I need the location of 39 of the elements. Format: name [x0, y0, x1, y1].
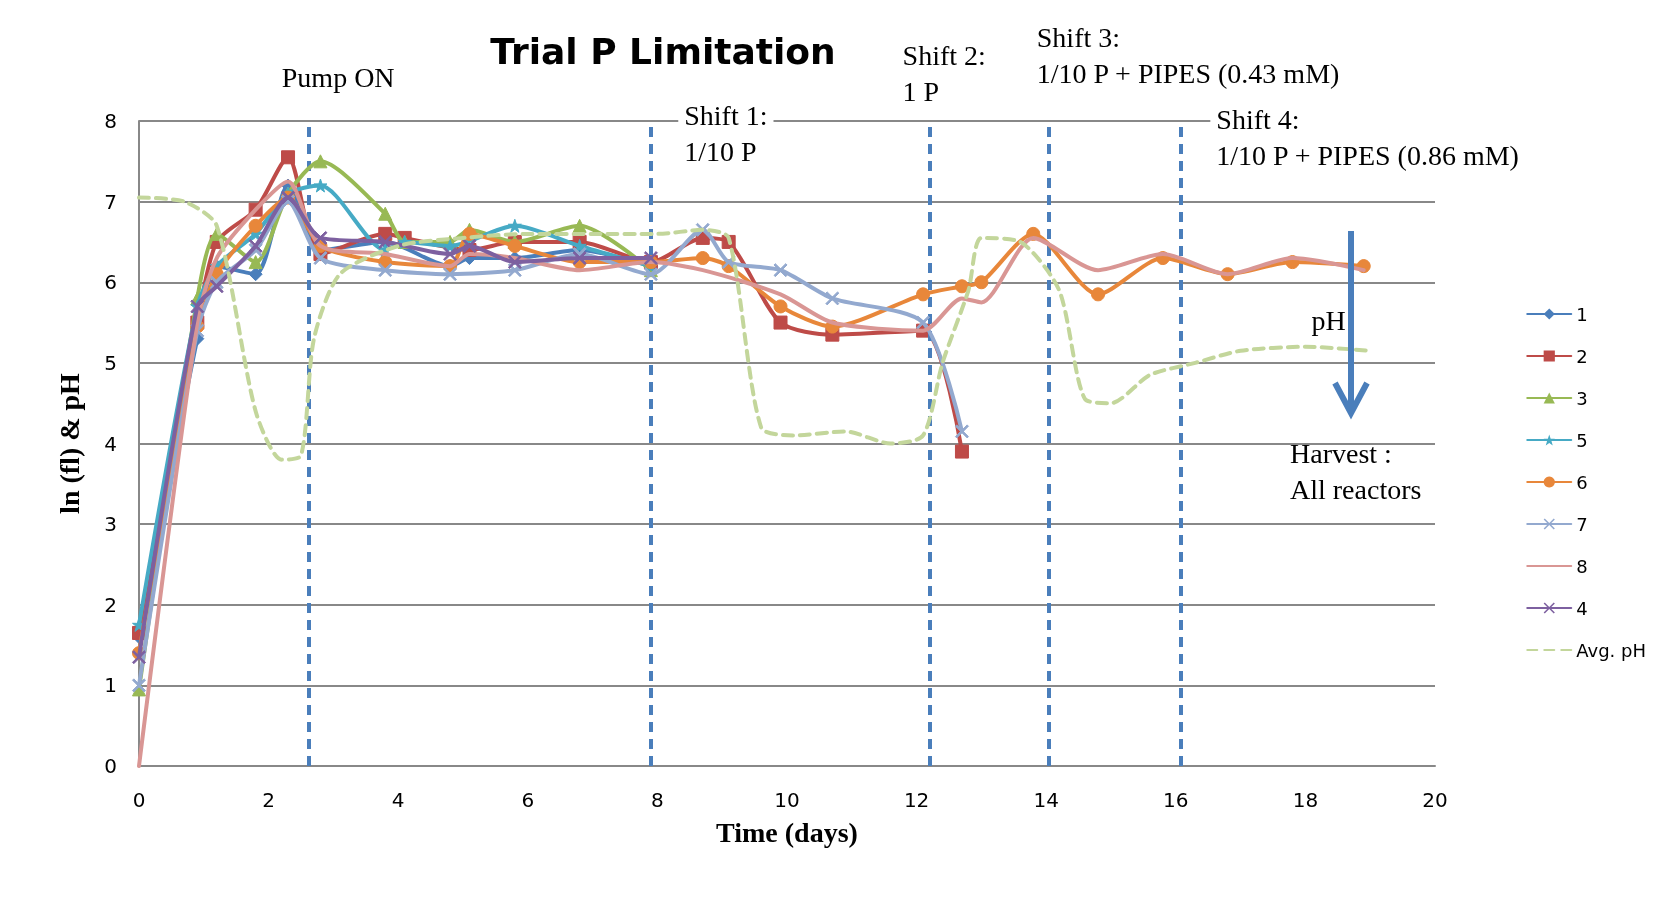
- annotation: Shift 4: 1/10 P + PIPES (0.86 mM): [1216, 103, 1519, 171]
- y-tick-label: 7: [104, 189, 117, 214]
- x-tick-label: 8: [651, 788, 664, 812]
- y-tick-label: 5: [104, 350, 117, 375]
- text: Shift 3: 1/10 P + PIPES (0.43 mM): [1036, 21, 1340, 89]
- y-tick-label: 6: [104, 270, 117, 295]
- legend-label: 4: [1576, 597, 1588, 619]
- x-tick-label: 2: [262, 788, 275, 812]
- x-tick-label: 18: [1292, 788, 1319, 812]
- x-tick-label: 6: [521, 788, 535, 812]
- y-tick-label: 1: [104, 673, 117, 698]
- x-axis-title: Time (days): [716, 816, 858, 848]
- y-tick-label: 8: [104, 109, 117, 133]
- annotation: pH: [1311, 305, 1346, 337]
- legend-label: Avg. pH: [1576, 639, 1647, 661]
- legend-label: 7: [1576, 513, 1588, 535]
- y-axis-title: ln (fl) & pH: [53, 372, 85, 514]
- y-tick-label: 2: [104, 592, 117, 617]
- x-tick-label: 4: [391, 788, 405, 812]
- x-tick-label: 10: [774, 788, 800, 812]
- legend-label: 3: [1576, 387, 1588, 409]
- text: Pump ON: [281, 61, 395, 93]
- legend-label: 6: [1576, 471, 1588, 493]
- legend-label: 1: [1576, 303, 1588, 325]
- x-tick-label: 12: [903, 788, 930, 812]
- chart-title: Trial P Limitation: [490, 30, 836, 72]
- text: Shift 2: 1 P: [902, 39, 986, 107]
- annotation: Shift 1: 1/10 P: [684, 99, 768, 167]
- x-tick-label: 20: [1422, 788, 1448, 812]
- legend-label: 5: [1576, 429, 1588, 451]
- x-tick-label: 0: [132, 788, 146, 812]
- y-tick-label: 3: [104, 512, 117, 537]
- y-tick-label: 0: [104, 754, 117, 778]
- x-tick-label: 14: [1033, 788, 1059, 812]
- legend-label: 2: [1576, 345, 1588, 367]
- annotation: Harvest : All reactors: [1290, 437, 1422, 505]
- y-tick-label: 4: [104, 431, 117, 456]
- x-tick-label: 16: [1163, 788, 1189, 812]
- legend-label: 8: [1576, 555, 1588, 577]
